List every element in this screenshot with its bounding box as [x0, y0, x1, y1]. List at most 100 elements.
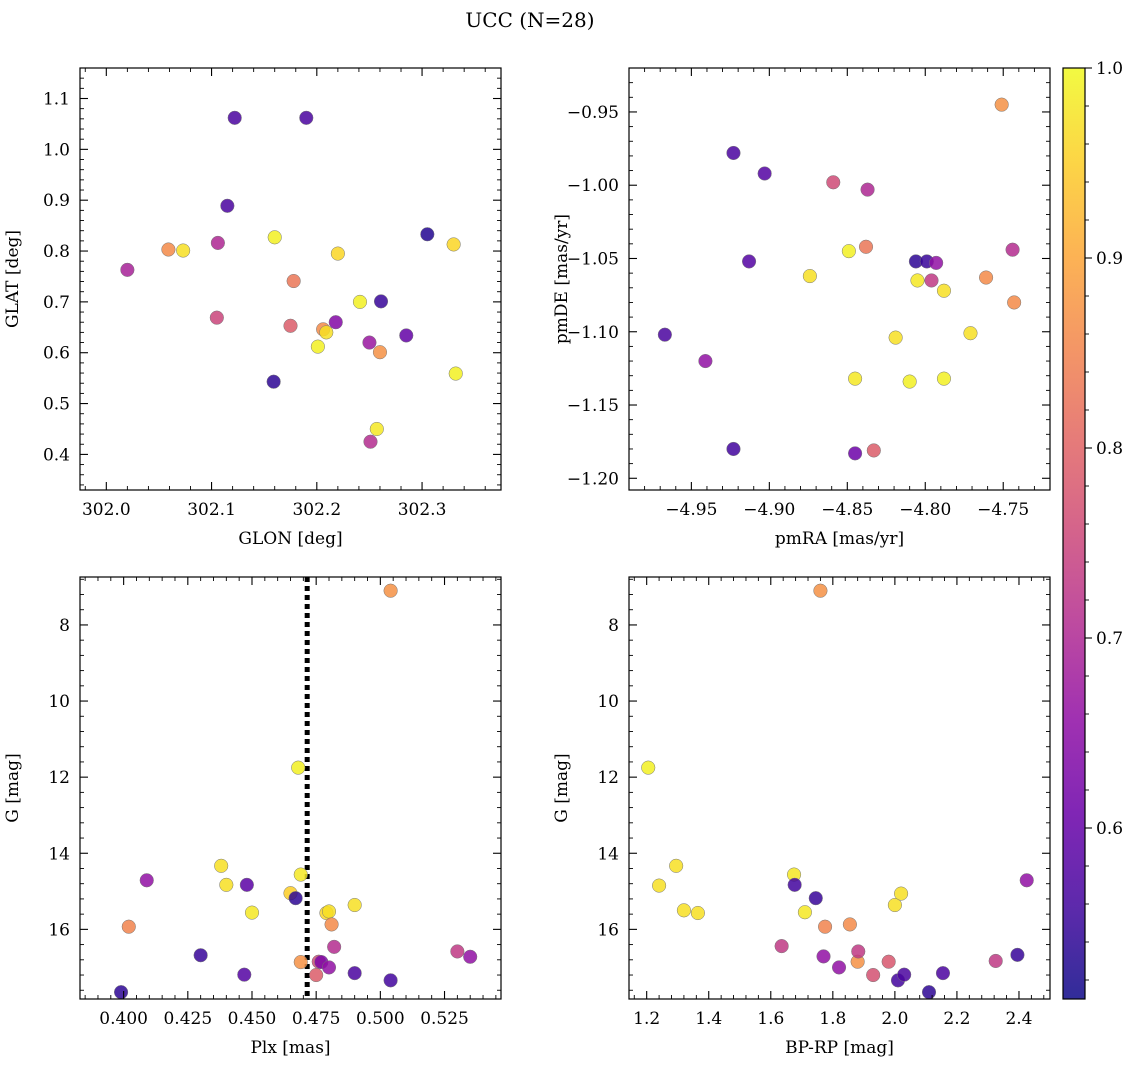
data-point: [774, 939, 789, 954]
data-point: [887, 897, 902, 913]
y-tick-label: −1.20: [567, 469, 619, 489]
x-tick-label: −4.90: [743, 500, 795, 520]
data-point: [244, 905, 260, 920]
x-tick-label: 0.450: [228, 1009, 277, 1029]
data-point: [848, 371, 863, 386]
colorbar-tick-label: 0.8: [1096, 439, 1123, 459]
data-point: [757, 166, 772, 181]
data-point: [910, 273, 925, 288]
x-tick-label: 1.4: [695, 1009, 722, 1029]
data-point: [120, 262, 135, 277]
colorbar-tick-label: 0.9: [1096, 249, 1123, 269]
y-tick-label: 14: [48, 844, 70, 864]
data-point: [193, 948, 208, 963]
data-point: [448, 366, 463, 381]
data-point: [676, 903, 691, 918]
data-point: [330, 246, 345, 261]
scatter-points: [120, 110, 463, 449]
data-point: [860, 182, 875, 197]
data-point: [286, 273, 301, 289]
x-axis-label: pmRA [mas/yr]: [775, 529, 904, 549]
data-point: [936, 371, 952, 386]
data-point: [994, 97, 1009, 112]
y-tick-label: 10: [597, 692, 619, 712]
panel-plx: 0.400 0.425 0.450 0.475 0.500 0.525 8 10 12 14 16 P…: [3, 576, 502, 1058]
data-point: [227, 110, 242, 125]
data-point: [266, 374, 281, 389]
data-point: [327, 939, 342, 954]
data-point: [237, 967, 252, 982]
data-point: [657, 327, 672, 342]
data-point: [690, 905, 705, 921]
colorbar-tick-label: 1.0: [1096, 59, 1123, 79]
data-point: [808, 891, 823, 906]
data-point: [219, 877, 234, 892]
data-point: [362, 335, 377, 350]
y-tick-label: −0.95: [567, 103, 619, 123]
data-point: [347, 897, 362, 913]
y-tick-label: −1.10: [567, 323, 619, 343]
data-point: [818, 919, 833, 934]
data-point: [866, 967, 881, 983]
x-tick-label: 302.2: [292, 500, 341, 520]
y-tick-label: 12: [48, 768, 70, 788]
y-tick-label: 8: [608, 616, 619, 636]
data-point: [1007, 295, 1022, 310]
data-point: [210, 235, 225, 250]
data-point: [742, 254, 757, 269]
data-point: [826, 175, 841, 190]
data-point: [802, 269, 817, 284]
data-point: [1005, 242, 1020, 257]
data-point: [293, 955, 308, 970]
y-tick-label: 0.8: [43, 242, 70, 262]
y-tick-label: 10: [48, 692, 70, 712]
y-tick-label: 1.0: [43, 140, 70, 160]
panel-lonlat: 302.0 302.1 302.2 302.3 0.4 0.5 0.6 0.7 0.8 0.9 1.…: [3, 67, 502, 549]
y-tick-label: 8: [59, 616, 70, 636]
data-point: [446, 237, 461, 252]
x-axis-label: BP-RP [mag]: [785, 1038, 894, 1058]
data-point: [209, 310, 224, 325]
y-tick-label: 0.9: [43, 191, 70, 211]
data-point: [866, 443, 881, 458]
data-point: [816, 949, 831, 964]
y-tick-label: 1.1: [43, 90, 70, 110]
x-tick-label: 2.0: [881, 1009, 908, 1029]
axes-frame: [79, 67, 502, 491]
x-tick-label: 0.500: [356, 1009, 405, 1029]
data-point: [652, 878, 667, 893]
data-point: [373, 294, 389, 309]
data-point: [888, 330, 903, 345]
panel-pm: −4.95 −4.90 −4.85 −4.80 −4.75 −1.20 −1.15 −1.10…: [552, 67, 1051, 549]
x-tick-label: 0.400: [99, 1009, 148, 1029]
data-point: [291, 760, 306, 775]
y-tick-label: −1.15: [567, 396, 619, 416]
colorbar-tick-label: 0.6: [1096, 819, 1123, 839]
data-point: [813, 583, 828, 598]
axes-frame: [628, 576, 1051, 1000]
x-tick-label: −4.75: [977, 500, 1029, 520]
data-point: [698, 354, 713, 369]
panels: 302.0 302.1 302.2 302.3 0.4 0.5 0.6 0.7 0.8 0.9 1.…: [3, 67, 1051, 1058]
x-tick-label: 2.4: [1005, 1009, 1032, 1029]
x-tick-label: 302.1: [187, 500, 236, 520]
data-point: [450, 944, 465, 959]
data-point: [114, 985, 129, 999]
x-tick-label: 2.2: [943, 1009, 970, 1029]
data-point: [383, 583, 398, 598]
data-point: [848, 446, 863, 461]
y-tick-label: 0.7: [43, 293, 70, 313]
data-point: [321, 960, 337, 975]
data-point: [309, 967, 324, 983]
data-point: [214, 858, 229, 873]
data-point: [139, 873, 154, 888]
y-tick-label: 16: [48, 920, 70, 940]
data-point: [963, 326, 978, 341]
y-tick-label: 14: [597, 844, 619, 864]
data-point: [267, 230, 282, 245]
data-point: [383, 973, 398, 988]
y-axis-label: G [mag]: [552, 753, 572, 822]
x-tick-label: −4.85: [821, 500, 873, 520]
data-point: [924, 273, 939, 288]
